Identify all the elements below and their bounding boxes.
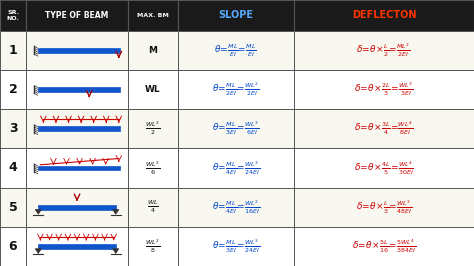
Text: $\theta\!=\!\frac{ML}{3EI}\!=\!\frac{WL^3}{6EI}$: $\theta\!=\!\frac{ML}{3EI}\!=\!\frac{WL^… [212, 120, 260, 138]
Bar [294, 109, 474, 148]
Bar [128, 227, 178, 266]
Text: WL: WL [145, 85, 161, 94]
Bar [0, 31, 26, 70]
Bar [178, 109, 294, 148]
Bar [26, 70, 128, 109]
Text: $\delta\!=\!\theta\!\times\!\frac{4L}{5}\!=\!\frac{WL^4}{30EI}$: $\delta\!=\!\theta\!\times\!\frac{4L}{5}… [354, 159, 414, 177]
Polygon shape [35, 210, 41, 214]
Bar [294, 0, 474, 31]
Polygon shape [113, 210, 119, 214]
Text: 1: 1 [9, 44, 18, 57]
Bar [294, 188, 474, 227]
Text: SLOPE: SLOPE [219, 10, 253, 20]
Bar [128, 148, 178, 188]
Text: 4: 4 [9, 161, 18, 174]
Text: 3: 3 [9, 122, 18, 135]
Text: $\theta\!=\!\frac{ML}{4EI}\!=\!\frac{WL^2}{16EI}$: $\theta\!=\!\frac{ML}{4EI}\!=\!\frac{WL^… [211, 198, 260, 216]
Text: 2: 2 [9, 83, 18, 96]
Bar [128, 0, 178, 31]
Bar [178, 227, 294, 266]
Bar [38, 205, 116, 210]
Bar [0, 0, 26, 31]
Text: M: M [148, 46, 157, 55]
Bar [178, 31, 294, 70]
Text: SR.
NO.: SR. NO. [7, 10, 19, 21]
Text: TYPE OF BEAM: TYPE OF BEAM [46, 11, 109, 20]
Bar [128, 188, 178, 227]
Bar [26, 31, 128, 70]
Bar [38, 48, 120, 53]
Bar [128, 70, 178, 109]
Bar [38, 126, 120, 131]
Bar [0, 70, 26, 109]
Bar [294, 148, 474, 188]
Bar [26, 188, 128, 227]
Polygon shape [35, 249, 41, 253]
Bar [178, 0, 294, 31]
Bar [294, 227, 474, 266]
Text: $\delta\!=\!\theta\!\times\!\frac{2L}{3}\!=\!\frac{WL^3}{3EI}$: $\delta\!=\!\theta\!\times\!\frac{2L}{3}… [355, 81, 413, 98]
Bar [178, 70, 294, 109]
Text: $\delta\!=\!\theta\!\times\!\frac{3L}{4}\!=\!\frac{WL^4}{8EI}$: $\delta\!=\!\theta\!\times\!\frac{3L}{4}… [355, 120, 413, 138]
Text: $\frac{WL^2}{8}$: $\frac{WL^2}{8}$ [145, 238, 161, 255]
Bar [26, 109, 128, 148]
Text: 5: 5 [9, 201, 18, 214]
Text: $\delta\!=\!\theta\!\times\!\frac{L}{3}\!=\!\frac{WL^3}{48EI}$: $\delta\!=\!\theta\!\times\!\frac{L}{3}\… [356, 198, 412, 216]
Bar [128, 31, 178, 70]
Bar [178, 148, 294, 188]
Bar [26, 0, 128, 31]
Text: $\frac{WL^2}{2}$: $\frac{WL^2}{2}$ [145, 120, 161, 138]
Bar [0, 188, 26, 227]
Text: MAX. BM: MAX. BM [137, 13, 169, 18]
Text: $\frac{WL^2}{6}$: $\frac{WL^2}{6}$ [145, 159, 161, 177]
Bar [38, 87, 120, 92]
Bar [0, 227, 26, 266]
Text: $\delta\!=\!\theta\!\times\!\frac{5L}{16}\!=\!\frac{5WL^4}{384EI}$: $\delta\!=\!\theta\!\times\!\frac{5L}{16… [352, 238, 416, 255]
Bar [294, 70, 474, 109]
Text: $\theta\!=\!\frac{ML}{2EI}\!=\!\frac{WL^2}{2EI}$: $\theta\!=\!\frac{ML}{2EI}\!=\!\frac{WL^… [212, 81, 260, 98]
Bar [0, 109, 26, 148]
Bar [38, 165, 120, 170]
Polygon shape [113, 249, 119, 253]
Text: $\theta\!=\!\frac{ML}{EI}\!=\!\frac{ML}{EI}$: $\theta\!=\!\frac{ML}{EI}\!=\!\frac{ML}{… [214, 42, 257, 59]
Text: $\frac{WL}{4}$: $\frac{WL}{4}$ [147, 199, 159, 215]
Bar [26, 148, 128, 188]
Text: DEFLECTON: DEFLECTON [352, 10, 416, 20]
Bar [26, 227, 128, 266]
Bar [294, 31, 474, 70]
Bar [178, 188, 294, 227]
Text: $\theta\!=\!\frac{ML}{3EI}\!=\!\frac{WL^3}{24EI}$: $\theta\!=\!\frac{ML}{3EI}\!=\!\frac{WL^… [211, 238, 260, 255]
Text: $\theta\!=\!\frac{ML}{4EI}\!=\!\frac{WL^3}{24EI}$: $\theta\!=\!\frac{ML}{4EI}\!=\!\frac{WL^… [211, 159, 260, 177]
Text: $\delta\!=\!\theta\!\times\!\frac{L}{2}\!=\!\frac{ML^2}{2EI}$: $\delta\!=\!\theta\!\times\!\frac{L}{2}\… [356, 41, 411, 59]
Bar [128, 109, 178, 148]
Bar [38, 244, 116, 249]
Bar [0, 148, 26, 188]
Text: 6: 6 [9, 240, 18, 253]
